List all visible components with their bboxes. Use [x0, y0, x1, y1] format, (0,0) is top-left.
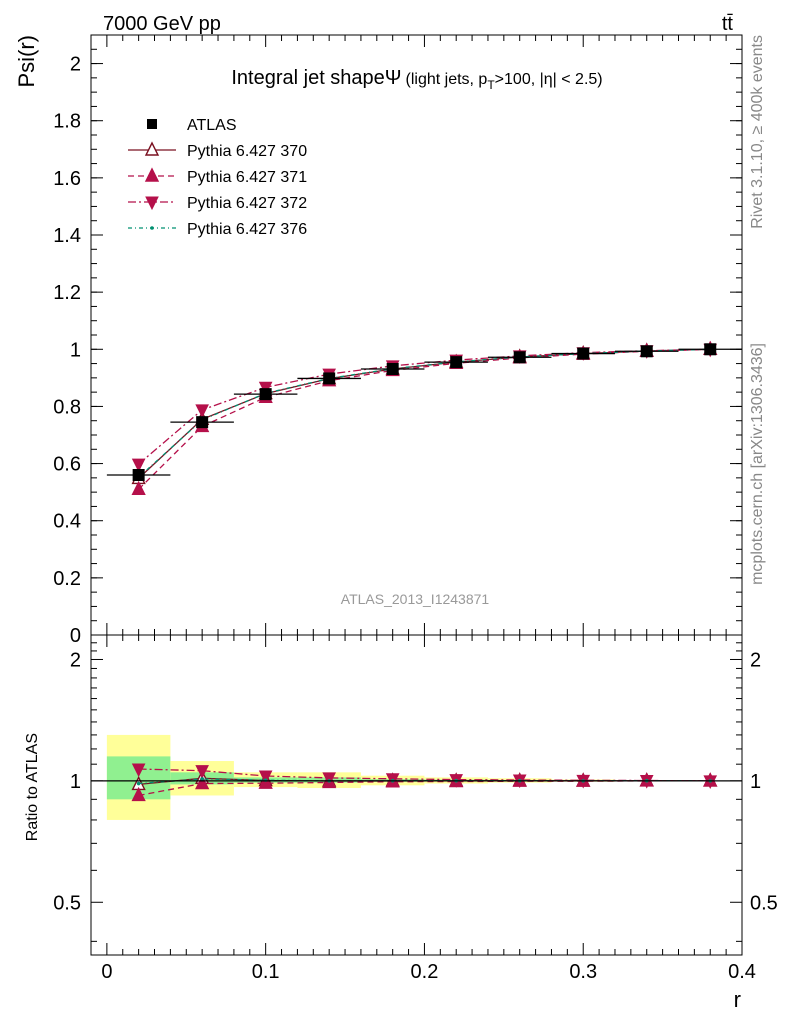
ratio-y-tick-label-right: 2	[750, 649, 761, 671]
plot-subtitle-a: (light jets, p	[406, 71, 488, 88]
plot-subtitle-b: >100, |η| < 2.5)	[495, 71, 603, 88]
main-y-tick-label: 0	[70, 625, 81, 647]
main-y-tick-label: 0.4	[53, 511, 81, 533]
ratio-plot-panel: 0.5 1 2 0.5 1 2 0 0.1 0.2 0.3 0.4	[53, 634, 778, 983]
main-y-axis-label: Psi(r)	[14, 35, 39, 88]
ratio-y-tick-label: 1	[70, 771, 81, 793]
main-point-atlas	[640, 345, 653, 358]
main-point-atlas	[196, 416, 209, 429]
x-tick-label: 0	[101, 961, 112, 983]
plot-title: Integral jet shapeΨ (light jets, pT>100, …	[231, 67, 602, 92]
legend-label-pythia-6-427-376: Pythia 6.427 376	[187, 221, 307, 238]
main-point-atlas	[513, 351, 526, 364]
x-axis-label: r	[734, 987, 741, 1012]
x-tick-label: 0.1	[252, 961, 280, 983]
main-series-line-pythia-6-427-371	[138, 348, 711, 490]
main-point-atlas	[704, 343, 717, 356]
main-y-tick-label: 1	[70, 339, 81, 361]
main-y-tick-label: 1.6	[53, 168, 81, 190]
header-energy-label: 7000 GeV pp	[103, 13, 221, 35]
main-point-atlas	[323, 372, 336, 385]
plot-subtitle-sub: T	[487, 78, 495, 92]
ratio-point-pythia-6-427-376	[200, 777, 204, 781]
analysis-watermark: ATLAS_2013_I1243871	[341, 591, 490, 607]
legend-marker-atlas	[147, 119, 157, 129]
ratio-y-axis-label: Ratio to ATLAS	[24, 733, 41, 841]
plot-title-symbol: Ψ	[385, 67, 402, 89]
main-point-atlas	[132, 469, 145, 481]
header-process-label: tt̄	[722, 13, 734, 35]
main-y-tick-label: 2	[70, 54, 81, 76]
legend-marker-pythia-6-427-376	[150, 226, 154, 230]
main-y-tick-label: 1.2	[53, 282, 81, 304]
main-y-tick-label: 1.4	[53, 225, 81, 247]
ratio-point-pythia-6-427-372	[131, 763, 146, 778]
ratio-plot-frame	[90, 634, 743, 956]
main-y-tick-label: 0.8	[53, 396, 81, 418]
legend-marker-pythia-6-427-371	[144, 167, 160, 182]
ratio-point-pythia-6-427-371	[195, 774, 210, 790]
legend-label-atlas: ATLAS	[187, 117, 237, 134]
main-point-pythia-6-427-371	[131, 480, 146, 495]
main-y-tick-label: 0.6	[53, 454, 81, 476]
legend: ATLAS Pythia 6.427 370 Pythia 6.427 371 Pyt…	[128, 117, 307, 238]
main-point-pythia-6-427-372	[195, 404, 209, 418]
source-label: mcplots.cern.ch [arXiv:1306.3436]	[749, 343, 766, 585]
plot-title-text: Integral jet shape	[231, 67, 384, 89]
ratio-point-pythia-6-427-376	[136, 781, 141, 786]
ratio-point-pythia-6-427-372	[258, 770, 273, 785]
ratio-point-pythia-6-427-371	[131, 786, 146, 802]
main-point-atlas	[450, 356, 463, 369]
rivet-version-label: Rivet 3.1.10, ≥ 400k events	[749, 35, 766, 229]
main-point-pythia-6-427-372	[131, 458, 146, 473]
main-y-tick-label: 1.8	[53, 111, 81, 133]
legend-label-pythia-6-427-370: Pythia 6.427 370	[187, 143, 307, 160]
legend-marker-pythia-6-427-372	[145, 196, 159, 211]
ratio-y-tick-label-right: 1	[750, 771, 761, 793]
ratio-y-tick-label: 0.5	[53, 892, 81, 914]
ratio-y-tick-label: 2	[70, 649, 81, 671]
main-point-atlas	[386, 363, 399, 375]
main-plot-panel: 0 0.2 0.4 0.6 0.8 1 1.2 1.4 1.6 1.8 2	[53, 34, 743, 647]
x-tick-label: 0.3	[569, 961, 597, 983]
ratio-y-tick-label-right: 0.5	[750, 892, 778, 914]
legend-label-pythia-6-427-371: Pythia 6.427 371	[187, 169, 307, 186]
x-tick-label: 0.2	[411, 961, 439, 983]
main-y-tick-label: 0.2	[53, 568, 81, 590]
main-series-line-pythia-6-427-376	[138, 348, 711, 478]
main-point-atlas	[259, 388, 272, 401]
ratio-point-pythia-6-427-372	[322, 772, 336, 787]
main-point-atlas	[577, 347, 590, 360]
x-tick-label: 0.4	[728, 961, 756, 983]
legend-label-pythia-6-427-372: Pythia 6.427 372	[187, 195, 307, 212]
legend-marker-pythia-6-427-370	[144, 141, 160, 156]
ratio-point-pythia-6-427-372	[195, 765, 209, 779]
